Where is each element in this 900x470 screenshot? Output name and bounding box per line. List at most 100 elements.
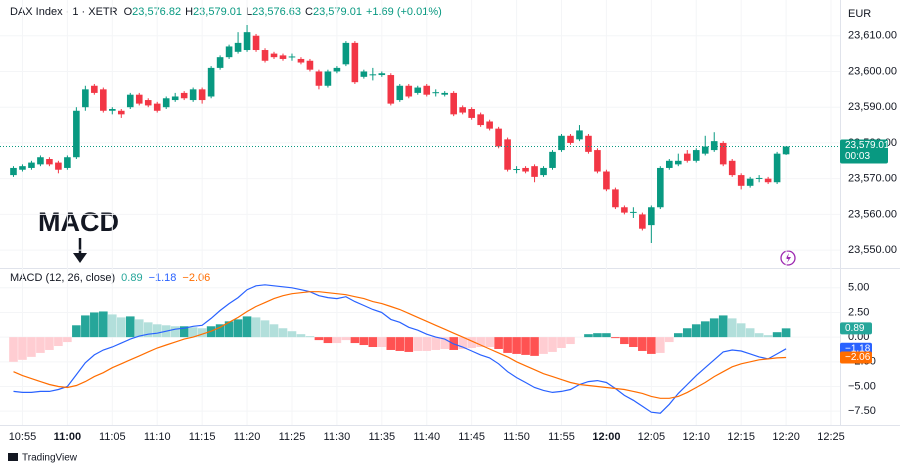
histogram-bar	[566, 337, 575, 345]
candle-body	[342, 42, 350, 65]
histogram-value-label: 0.89	[845, 323, 865, 334]
histogram-bar	[620, 337, 629, 345]
candle-body	[288, 56, 296, 58]
logo-mark	[8, 453, 18, 461]
signal-value-tag	[840, 351, 872, 364]
candle-body	[450, 92, 457, 115]
histogram-bar	[682, 328, 692, 338]
candle-body	[144, 100, 152, 106]
histogram-bar	[269, 324, 279, 338]
histogram-bar	[754, 333, 764, 338]
candle-body	[683, 153, 691, 161]
histogram-bar	[503, 337, 512, 353]
candle-body	[755, 177, 763, 179]
y-tick-label: 2.50	[848, 306, 869, 318]
histogram-bar	[368, 337, 378, 348]
macd-legend: MACD (12, 26, close) 0.89 −1.18 −2.06	[10, 272, 210, 284]
candle-body	[746, 178, 754, 186]
histogram-bar	[215, 324, 225, 338]
histogram-bar	[709, 318, 719, 338]
plot-layer	[0, 0, 840, 425]
histogram-bar	[530, 337, 539, 356]
histogram-bar	[72, 325, 81, 338]
y-tick-label: −7.50	[848, 405, 876, 417]
histogram-bar	[386, 337, 396, 350]
candle-body	[504, 139, 511, 170]
y-tick-label: 23,600.00	[848, 65, 897, 77]
candle-body	[135, 94, 143, 104]
candle-body	[279, 55, 287, 59]
candle-body	[360, 71, 368, 77]
candle-body	[531, 166, 538, 177]
open-label: O	[124, 6, 133, 18]
histogram-bar	[287, 331, 297, 338]
candle-body	[558, 135, 565, 151]
alert-icon[interactable]	[780, 250, 796, 266]
x-tick-label: 11:45	[458, 431, 485, 443]
candle-body	[333, 67, 341, 72]
histogram-bar	[296, 334, 306, 338]
histogram-bar	[36, 337, 45, 353]
histogram-bar	[197, 328, 207, 338]
histogram-bar	[584, 334, 593, 338]
candle-body	[468, 108, 475, 118]
y-tick-label: 23,570.00	[848, 173, 897, 185]
x-tick-label: 11:35	[368, 431, 395, 443]
candle-body	[459, 107, 466, 113]
histogram-bar	[602, 333, 611, 338]
histogram-bar	[395, 337, 405, 351]
x-tick-label: 11:55	[548, 431, 575, 443]
candle-body	[28, 162, 35, 168]
histogram-bar	[134, 319, 144, 338]
histogram-bar	[305, 336, 315, 338]
x-tick-label: 11:50	[503, 431, 530, 443]
candle-body	[387, 75, 395, 104]
candle-body	[189, 89, 197, 101]
histogram-bar	[521, 337, 530, 355]
candle-body	[594, 150, 601, 172]
symbol: DAX Index · 1 · XETR	[10, 6, 118, 18]
histogram-bar	[665, 337, 674, 343]
x-tick-label: 12:20	[772, 431, 800, 443]
histogram-bar	[691, 324, 701, 338]
candle-body	[585, 135, 592, 152]
histogram-bar	[90, 312, 99, 338]
histogram-bar	[745, 328, 755, 338]
candle-body	[674, 160, 682, 165]
low-label: L	[246, 6, 252, 18]
histogram-bar	[413, 337, 423, 351]
x-tick-label: 11:25	[279, 431, 306, 443]
histogram-bar	[593, 333, 602, 338]
high-label: H	[185, 6, 193, 18]
candle-body	[37, 157, 44, 165]
candle-body	[540, 167, 547, 176]
candle-body	[369, 74, 377, 76]
histogram-bar	[179, 326, 189, 338]
histogram-bar	[718, 315, 728, 338]
macd-line	[13, 284, 787, 414]
candle-body	[477, 114, 484, 126]
candle-body	[46, 159, 53, 165]
open-value: 23,576.82	[132, 6, 181, 18]
histogram-bar	[99, 311, 108, 338]
y-tick-label: −5.00	[848, 380, 876, 392]
histogram-bar	[45, 337, 54, 350]
histogram-bar	[224, 321, 234, 338]
candle-body	[648, 207, 655, 226]
x-tick-label: 12:00	[592, 431, 620, 443]
candle-body	[19, 166, 26, 170]
candle-body	[64, 157, 71, 168]
x-tick-label: 11:30	[324, 431, 351, 443]
histogram-bar	[772, 332, 782, 338]
histogram-bar	[27, 337, 36, 357]
y-tick-label: 5.00	[848, 282, 869, 294]
candle-body	[782, 146, 790, 155]
candle-body	[710, 141, 718, 151]
histogram-bar	[233, 319, 243, 338]
histogram-bar	[763, 335, 773, 338]
histogram-bar	[440, 337, 450, 349]
candle-body	[432, 92, 440, 94]
x-tick-label: 11:05	[99, 431, 126, 443]
histogram-bar	[9, 337, 18, 362]
